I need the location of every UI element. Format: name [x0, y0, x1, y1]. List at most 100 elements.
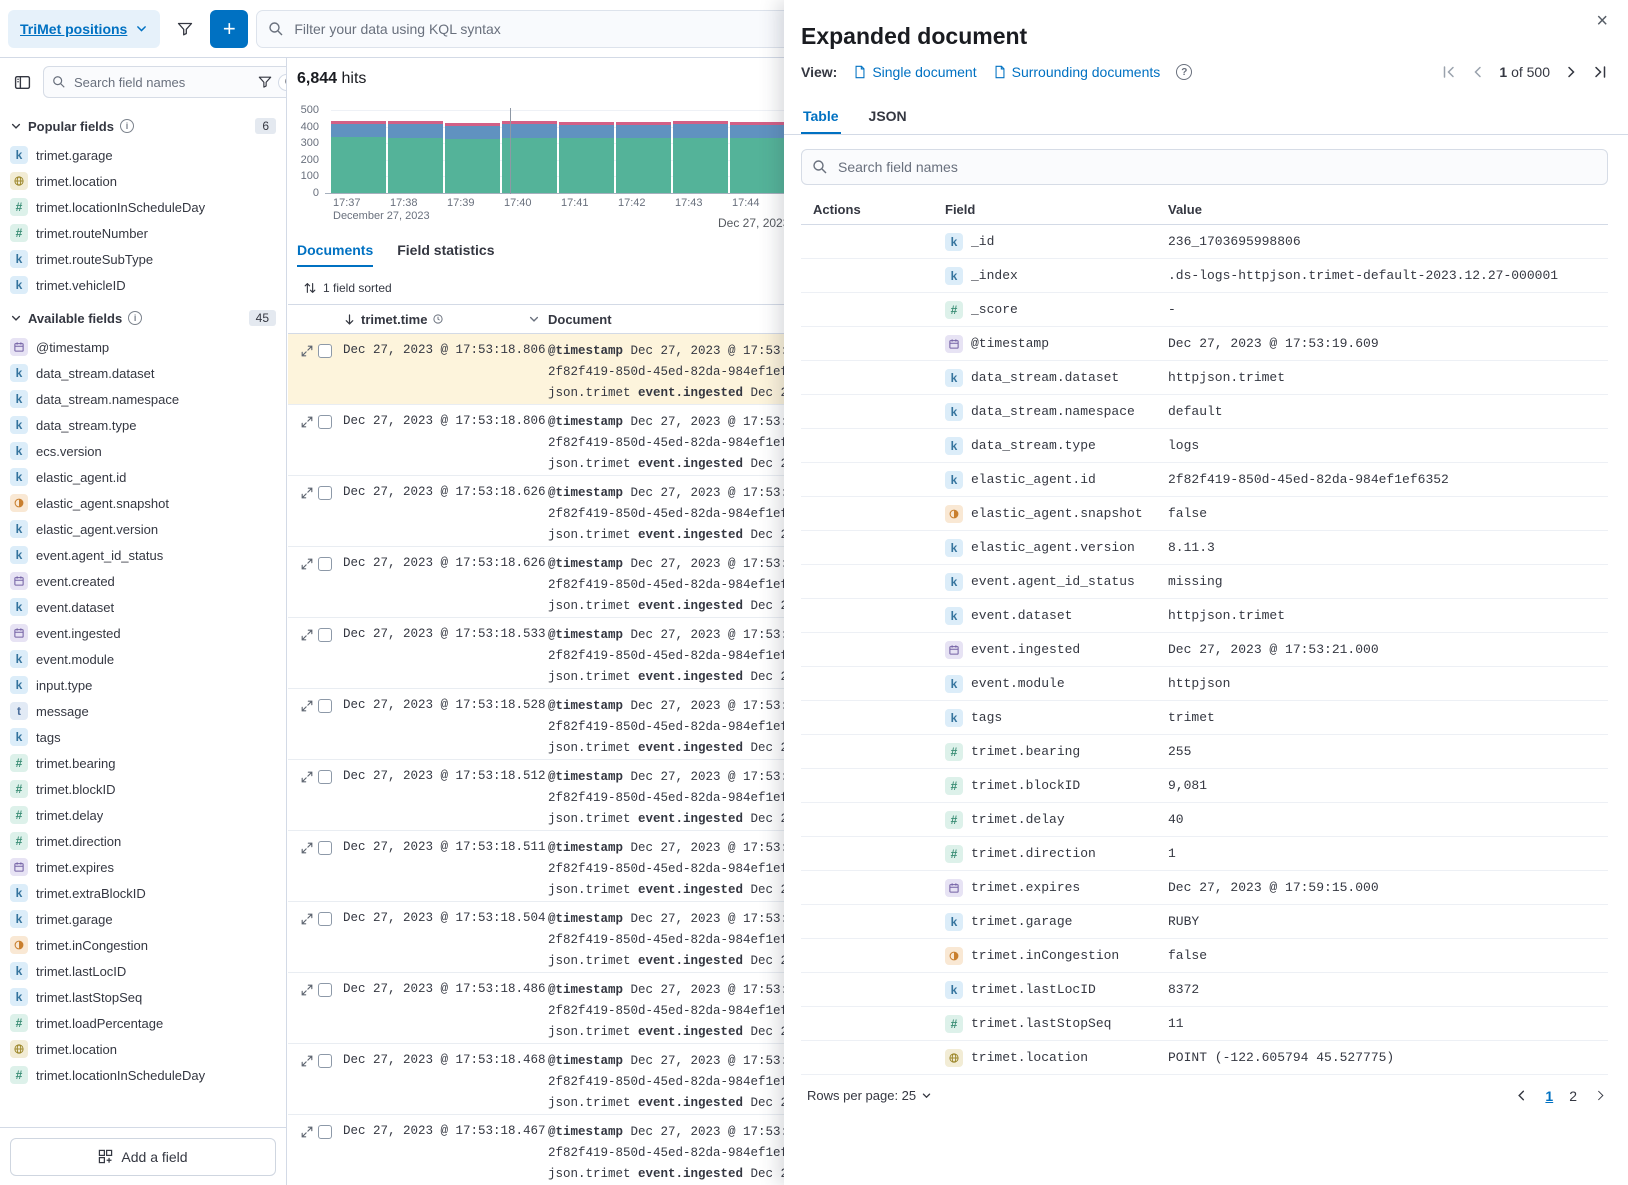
- sidebar-field-item[interactable]: elastic_agent.snapshot: [0, 490, 286, 516]
- expand-document-icon[interactable]: [296, 1051, 318, 1114]
- row-checkbox[interactable]: [318, 415, 332, 429]
- sidebar-field-item[interactable]: # trimet.locationInScheduleDay: [0, 1062, 286, 1088]
- sidebar-field-item[interactable]: k input.type: [0, 672, 286, 698]
- sidebar-field-item[interactable]: trimet.expires: [0, 854, 286, 880]
- surrounding-documents-link[interactable]: Surrounding documents: [993, 64, 1160, 80]
- sidebar-field-item[interactable]: event.created: [0, 568, 286, 594]
- expand-document-icon[interactable]: [296, 1122, 318, 1185]
- sidebar-field-item[interactable]: # trimet.delay: [0, 802, 286, 828]
- sidebar-field-item[interactable]: trimet.inCongestion: [0, 932, 286, 958]
- add-filter-button[interactable]: +: [210, 9, 249, 48]
- histogram-bar-17:42[interactable]: [616, 122, 671, 193]
- tab-table[interactable]: Table: [801, 108, 841, 134]
- sidebar-field-item[interactable]: k trimet.routeSubType: [0, 246, 286, 272]
- last-page-icon[interactable]: [1592, 64, 1608, 80]
- sidebar-field-item[interactable]: k event.dataset: [0, 594, 286, 620]
- document-row[interactable]: Dec 27, 2023 @ 17:53:18.626 @timestamp De…: [288, 476, 1628, 547]
- sidebar-field-item[interactable]: k data_stream.dataset: [0, 360, 286, 386]
- help-icon[interactable]: ?: [1176, 64, 1193, 80]
- tab-field-statistics[interactable]: Field statistics: [397, 242, 495, 258]
- row-checkbox[interactable]: [318, 486, 332, 500]
- sidebar-field-item[interactable]: k tags: [0, 724, 286, 750]
- expand-document-icon[interactable]: [296, 838, 318, 901]
- sidebar-field-item[interactable]: k data_stream.type: [0, 412, 286, 438]
- expand-document-icon[interactable]: [296, 980, 318, 1043]
- field-search-bar[interactable]: 0: [43, 66, 286, 98]
- flyout-search-input[interactable]: [836, 158, 1597, 176]
- sidebar-field-item[interactable]: # trimet.loadPercentage: [0, 1010, 286, 1036]
- histogram-bar-17:41[interactable]: [559, 122, 614, 193]
- flyout-field-search[interactable]: [801, 149, 1608, 185]
- row-checkbox[interactable]: [318, 841, 332, 855]
- available-fields-header[interactable]: Available fields i 45: [0, 298, 286, 334]
- first-page-icon[interactable]: [1441, 64, 1457, 80]
- sidebar-field-item[interactable]: # trimet.blockID: [0, 776, 286, 802]
- histogram-bar-17:40[interactable]: [502, 121, 557, 193]
- expand-document-icon[interactable]: [296, 909, 318, 972]
- row-checkbox[interactable]: [318, 983, 332, 997]
- tab-json[interactable]: JSON: [868, 108, 907, 124]
- fields-sorted-button[interactable]: 1 field sorted: [297, 280, 398, 296]
- document-row[interactable]: Dec 27, 2023 @ 17:53:18.806 @timestamp De…: [288, 405, 1628, 476]
- histogram-bar-17:38[interactable]: [388, 121, 443, 193]
- sidebar-field-item[interactable]: trimet.location: [0, 168, 286, 194]
- histogram-bar-17:43[interactable]: [673, 121, 728, 193]
- sidebar-field-item[interactable]: k elastic_agent.id: [0, 464, 286, 490]
- page-1-button[interactable]: 1: [1545, 1087, 1554, 1104]
- row-checkbox[interactable]: [318, 557, 332, 571]
- sidebar-field-item[interactable]: trimet.location: [0, 1036, 286, 1062]
- expand-document-icon[interactable]: [296, 341, 318, 404]
- sidebar-field-item[interactable]: k elastic_agent.version: [0, 516, 286, 542]
- sidebar-field-item[interactable]: k data_stream.namespace: [0, 386, 286, 412]
- sidebar-field-item[interactable]: k trimet.vehicleID: [0, 272, 286, 298]
- sidebar-collapse-icon[interactable]: [8, 66, 37, 98]
- row-checkbox[interactable]: [318, 1125, 332, 1139]
- sidebar-field-item[interactable]: k trimet.extraBlockID: [0, 880, 286, 906]
- time-column-header[interactable]: trimet.time: [343, 312, 548, 327]
- row-checkbox[interactable]: [318, 912, 332, 926]
- tab-documents[interactable]: Documents: [297, 242, 373, 267]
- sidebar-field-item[interactable]: # trimet.bearing: [0, 750, 286, 776]
- sidebar-field-item[interactable]: k event.agent_id_status: [0, 542, 286, 568]
- sidebar-field-item[interactable]: @timestamp: [0, 334, 286, 360]
- previous-page-icon[interactable]: [1470, 64, 1486, 80]
- row-checkbox[interactable]: [318, 770, 332, 784]
- expand-document-icon[interactable]: [296, 767, 318, 830]
- next-page-icon[interactable]: [1593, 1088, 1608, 1103]
- row-checkbox[interactable]: [318, 344, 332, 358]
- sidebar-field-item[interactable]: k trimet.lastLocID: [0, 958, 286, 984]
- expand-document-icon[interactable]: [296, 554, 318, 617]
- sidebar-field-item[interactable]: # trimet.locationInScheduleDay: [0, 194, 286, 220]
- close-icon[interactable]: ×: [1590, 10, 1614, 32]
- histogram-bar-17:39[interactable]: [445, 123, 500, 193]
- row-checkbox[interactable]: [318, 628, 332, 642]
- next-page-icon[interactable]: [1563, 64, 1579, 80]
- row-checkbox[interactable]: [318, 1054, 332, 1068]
- page-2-button[interactable]: 2: [1569, 1087, 1577, 1104]
- row-checkbox[interactable]: [318, 699, 332, 713]
- expand-document-icon[interactable]: [296, 625, 318, 688]
- previous-page-icon[interactable]: [1514, 1088, 1529, 1103]
- rows-per-page-button[interactable]: Rows per page: 25: [801, 1087, 938, 1104]
- expand-document-icon[interactable]: [296, 412, 318, 475]
- sidebar-field-item[interactable]: k event.module: [0, 646, 286, 672]
- document-row[interactable]: Dec 27, 2023 @ 17:53:18.533 @timestamp De…: [288, 618, 1628, 689]
- data-view-picker[interactable]: TriMet positions: [8, 9, 161, 48]
- sidebar-field-item[interactable]: k ecs.version: [0, 438, 286, 464]
- expand-document-icon[interactable]: [296, 483, 318, 546]
- sidebar-field-item[interactable]: k trimet.garage: [0, 906, 286, 932]
- sidebar-field-item[interactable]: # trimet.direction: [0, 828, 286, 854]
- document-row[interactable]: Dec 27, 2023 @ 17:53:18.467 @timestamp De…: [288, 1115, 1628, 1185]
- sidebar-field-item[interactable]: event.ingested: [0, 620, 286, 646]
- field-filter-icon[interactable]: [258, 75, 272, 89]
- column-menu-icon[interactable]: [528, 313, 540, 325]
- sidebar-field-item[interactable]: # trimet.routeNumber: [0, 220, 286, 246]
- sidebar-field-item[interactable]: k trimet.garage: [0, 142, 286, 168]
- sidebar-field-item[interactable]: k trimet.lastStopSeq: [0, 984, 286, 1010]
- add-field-button[interactable]: Add a field: [10, 1137, 276, 1176]
- filter-button[interactable]: [168, 10, 202, 48]
- histogram-bar-17:37[interactable]: [331, 121, 386, 193]
- expand-document-icon[interactable]: [296, 696, 318, 759]
- sidebar-field-item[interactable]: t message: [0, 698, 286, 724]
- document-column-header[interactable]: Document: [548, 311, 612, 327]
